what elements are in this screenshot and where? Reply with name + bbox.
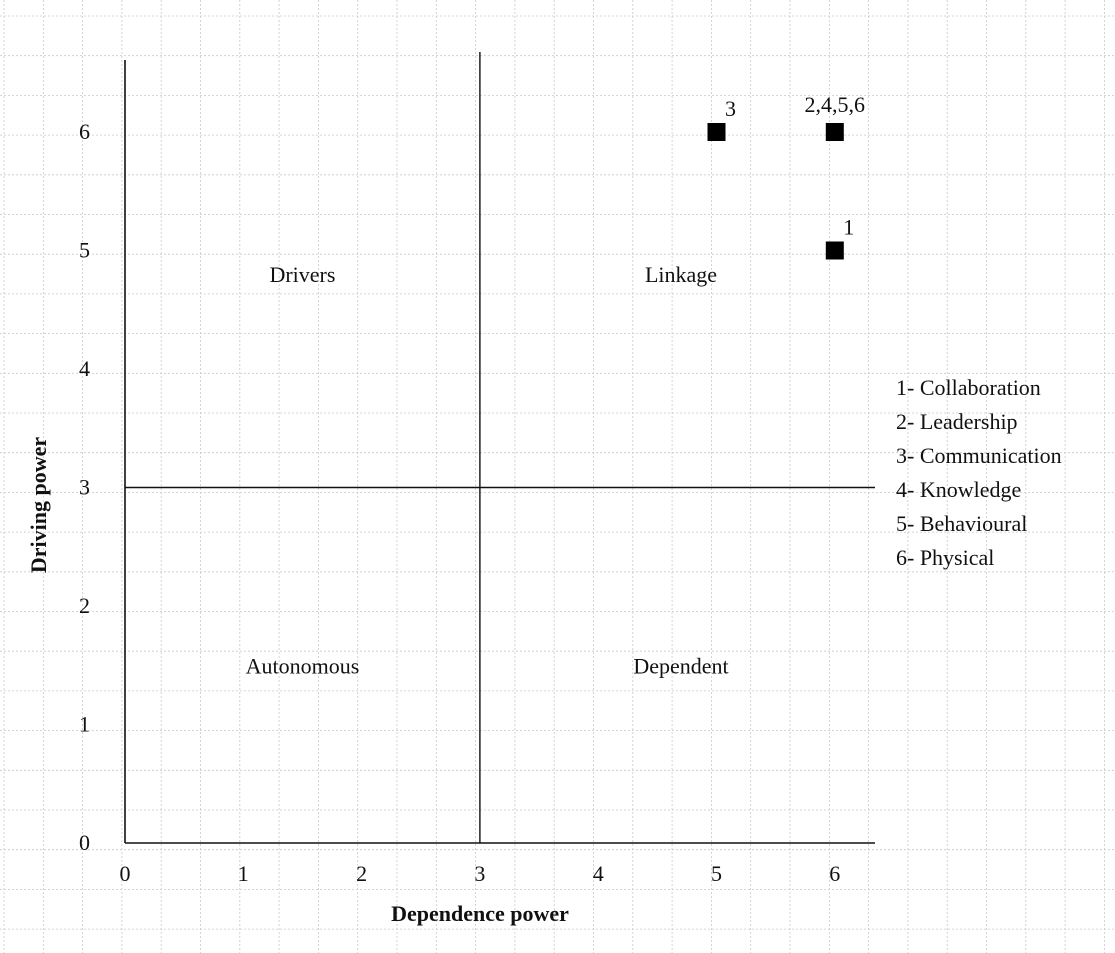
legend-entry: 5- Behavioural	[896, 511, 1027, 536]
data-point-marker	[825, 241, 844, 260]
legend-entry: 2- Leadership	[896, 409, 1018, 434]
y-tick-label: 6	[79, 119, 90, 144]
legend-entry: 6- Physical	[896, 545, 994, 570]
quadrant-label-autonomous: Autonomous	[246, 653, 360, 678]
legend-entry: 3- Communication	[896, 443, 1062, 468]
x-tick-label: 5	[711, 861, 722, 886]
x-axis-title: Dependence power	[391, 901, 569, 926]
quadrant-dividers	[125, 52, 875, 843]
legend-entry: 1- Collaboration	[896, 375, 1041, 400]
quadrant-label-drivers: Drivers	[269, 262, 335, 287]
x-tick-label: 4	[593, 861, 604, 886]
y-tick-label: 5	[79, 238, 90, 263]
data-point-marker	[825, 123, 844, 141]
y-tick-label: 4	[79, 356, 90, 381]
x-tick-label: 1	[238, 861, 249, 886]
data-point-label: 1	[843, 215, 854, 240]
data-point-label: 3	[725, 96, 736, 121]
y-axis-title: Driving power	[26, 437, 51, 574]
y-tick-label: 2	[79, 593, 90, 618]
x-tick-label: 0	[120, 861, 131, 886]
data-point-marker	[707, 123, 726, 141]
quadrant-label-dependent: Dependent	[633, 653, 728, 678]
data-points: 3 2,4,5,6 1	[707, 92, 866, 260]
y-tick-label: 0	[79, 830, 90, 855]
legend: 1- Collaboration 2- Leadership 3- Communic…	[896, 375, 1062, 570]
x-tick-label: 2	[356, 861, 367, 886]
x-tick-label: 3	[474, 861, 485, 886]
quadrant-labels: Drivers Linkage Autonomous Dependent	[246, 262, 729, 678]
x-tick-label: 6	[829, 861, 840, 886]
y-tick-label: 3	[79, 475, 90, 500]
y-tick-label: 1	[79, 712, 90, 737]
data-point-label: 2,4,5,6	[805, 92, 866, 117]
axes: 0 1 2 3 4 5 6 0 1 2 3 4 5 6	[79, 60, 875, 886]
legend-entry: 4- Knowledge	[896, 477, 1021, 502]
quadrant-label-linkage: Linkage	[645, 262, 717, 287]
